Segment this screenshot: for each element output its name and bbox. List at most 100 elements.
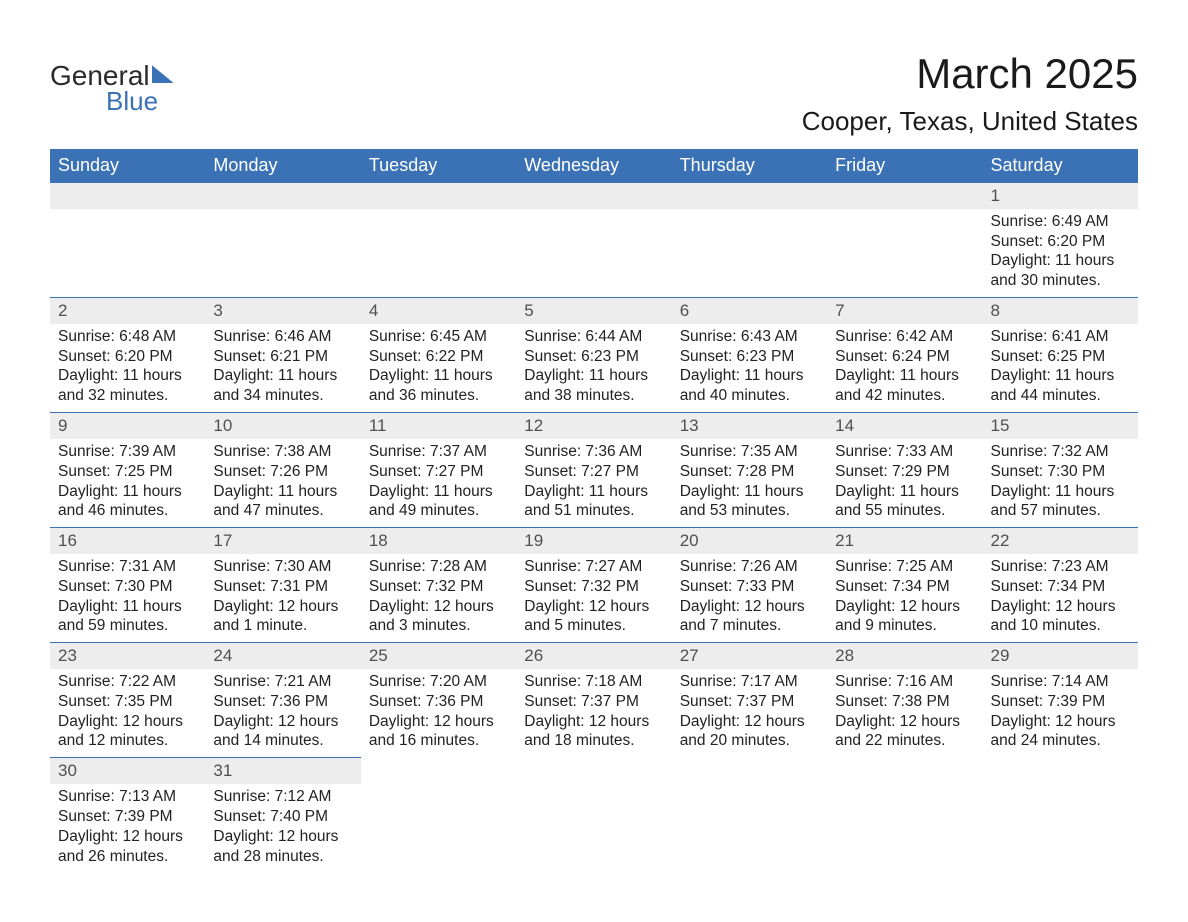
sunset: Sunset: 7:27 PM <box>524 462 663 482</box>
daylight: Daylight: 11 hours and 36 minutes. <box>369 366 508 406</box>
sunrise: Sunrise: 6:41 AM <box>991 327 1130 347</box>
daylight: Daylight: 12 hours and 9 minutes. <box>835 597 974 637</box>
day-details-cell: Sunrise: 6:41 AMSunset: 6:25 PMDaylight:… <box>983 324 1138 413</box>
page-header: General Blue March 2025 Cooper, Texas, U… <box>50 50 1138 137</box>
day-details-cell: Sunrise: 7:21 AMSunset: 7:36 PMDaylight:… <box>205 669 360 758</box>
daylight: Daylight: 12 hours and 20 minutes. <box>680 712 819 752</box>
sunrise: Sunrise: 7:36 AM <box>524 442 663 462</box>
sunrise: Sunrise: 6:49 AM <box>991 212 1130 232</box>
day-details-cell <box>827 209 982 298</box>
day-details-cell: Sunrise: 6:42 AMSunset: 6:24 PMDaylight:… <box>827 324 982 413</box>
sunrise: Sunrise: 7:25 AM <box>835 557 974 577</box>
sunset: Sunset: 7:32 PM <box>524 577 663 597</box>
day-details-cell: Sunrise: 6:45 AMSunset: 6:22 PMDaylight:… <box>361 324 516 413</box>
day-number-cell <box>983 758 1138 784</box>
title-block: March 2025 Cooper, Texas, United States <box>802 50 1138 137</box>
day-number-cell: 24 <box>205 643 360 669</box>
daylight: Daylight: 11 hours and 42 minutes. <box>835 366 974 406</box>
day-details-cell <box>516 784 671 872</box>
day-number-cell: 19 <box>516 528 671 554</box>
day-number-row: 23242526272829 <box>50 643 1138 669</box>
day-details-cell: Sunrise: 7:32 AMSunset: 7:30 PMDaylight:… <box>983 439 1138 528</box>
sunrise: Sunrise: 7:32 AM <box>991 442 1130 462</box>
daylight: Daylight: 11 hours and 46 minutes. <box>58 482 197 522</box>
day-details-cell: Sunrise: 7:39 AMSunset: 7:25 PMDaylight:… <box>50 439 205 528</box>
sunset: Sunset: 6:21 PM <box>213 347 352 367</box>
day-details-row: Sunrise: 6:49 AMSunset: 6:20 PMDaylight:… <box>50 209 1138 298</box>
sunrise: Sunrise: 7:20 AM <box>369 672 508 692</box>
day-number-cell: 20 <box>672 528 827 554</box>
sunrise: Sunrise: 7:33 AM <box>835 442 974 462</box>
weekday-header: Saturday <box>983 149 1138 183</box>
day-details-cell <box>827 784 982 872</box>
sunset: Sunset: 7:37 PM <box>680 692 819 712</box>
day-number-cell: 16 <box>50 528 205 554</box>
day-number-row: 2345678 <box>50 298 1138 324</box>
daylight: Daylight: 12 hours and 24 minutes. <box>991 712 1130 752</box>
day-details-cell: Sunrise: 7:22 AMSunset: 7:35 PMDaylight:… <box>50 669 205 758</box>
daylight: Daylight: 12 hours and 14 minutes. <box>213 712 352 752</box>
daylight: Daylight: 11 hours and 32 minutes. <box>58 366 197 406</box>
day-details-cell: Sunrise: 7:33 AMSunset: 7:29 PMDaylight:… <box>827 439 982 528</box>
day-details-cell: Sunrise: 7:13 AMSunset: 7:39 PMDaylight:… <box>50 784 205 872</box>
day-details-cell: Sunrise: 7:16 AMSunset: 7:38 PMDaylight:… <box>827 669 982 758</box>
daylight: Daylight: 12 hours and 28 minutes. <box>213 827 352 867</box>
sunrise: Sunrise: 7:38 AM <box>213 442 352 462</box>
day-number-cell: 15 <box>983 413 1138 439</box>
day-number-cell <box>672 183 827 209</box>
day-number-cell: 6 <box>672 298 827 324</box>
sunset: Sunset: 7:29 PM <box>835 462 974 482</box>
daylight: Daylight: 12 hours and 1 minute. <box>213 597 352 637</box>
sunset: Sunset: 6:23 PM <box>680 347 819 367</box>
day-number-cell: 31 <box>205 758 360 784</box>
day-details-cell <box>983 784 1138 872</box>
day-details-cell: Sunrise: 7:37 AMSunset: 7:27 PMDaylight:… <box>361 439 516 528</box>
weekday-header: Thursday <box>672 149 827 183</box>
sunset: Sunset: 7:32 PM <box>369 577 508 597</box>
day-number-cell <box>50 183 205 209</box>
daylight: Daylight: 11 hours and 51 minutes. <box>524 482 663 522</box>
day-number-cell: 25 <box>361 643 516 669</box>
logo: General Blue <box>50 60 174 117</box>
day-details-cell: Sunrise: 7:23 AMSunset: 7:34 PMDaylight:… <box>983 554 1138 643</box>
sunrise: Sunrise: 7:35 AM <box>680 442 819 462</box>
day-details-cell: Sunrise: 7:38 AMSunset: 7:26 PMDaylight:… <box>205 439 360 528</box>
day-details-cell: Sunrise: 7:28 AMSunset: 7:32 PMDaylight:… <box>361 554 516 643</box>
day-number-cell: 18 <box>361 528 516 554</box>
day-details-row: Sunrise: 6:48 AMSunset: 6:20 PMDaylight:… <box>50 324 1138 413</box>
sunset: Sunset: 7:30 PM <box>991 462 1130 482</box>
day-number-cell: 21 <box>827 528 982 554</box>
day-details-row: Sunrise: 7:22 AMSunset: 7:35 PMDaylight:… <box>50 669 1138 758</box>
daylight: Daylight: 12 hours and 7 minutes. <box>680 597 819 637</box>
day-details-cell: Sunrise: 7:26 AMSunset: 7:33 PMDaylight:… <box>672 554 827 643</box>
sunrise: Sunrise: 6:48 AM <box>58 327 197 347</box>
sunrise: Sunrise: 7:30 AM <box>213 557 352 577</box>
sunset: Sunset: 6:20 PM <box>58 347 197 367</box>
day-number-cell: 27 <box>672 643 827 669</box>
sunset: Sunset: 7:31 PM <box>213 577 352 597</box>
day-number-cell <box>361 758 516 784</box>
sunrise: Sunrise: 7:13 AM <box>58 787 197 807</box>
day-number-cell <box>516 183 671 209</box>
calendar-table: SundayMondayTuesdayWednesdayThursdayFrid… <box>50 149 1138 872</box>
sunset: Sunset: 7:38 PM <box>835 692 974 712</box>
day-number-cell: 5 <box>516 298 671 324</box>
sunrise: Sunrise: 7:37 AM <box>369 442 508 462</box>
sunrise: Sunrise: 7:28 AM <box>369 557 508 577</box>
daylight: Daylight: 12 hours and 18 minutes. <box>524 712 663 752</box>
sunset: Sunset: 7:37 PM <box>524 692 663 712</box>
weekday-header: Wednesday <box>516 149 671 183</box>
day-details-cell <box>205 209 360 298</box>
sunrise: Sunrise: 7:22 AM <box>58 672 197 692</box>
day-details-row: Sunrise: 7:13 AMSunset: 7:39 PMDaylight:… <box>50 784 1138 872</box>
sunrise: Sunrise: 7:27 AM <box>524 557 663 577</box>
sunset: Sunset: 7:30 PM <box>58 577 197 597</box>
day-details-cell: Sunrise: 7:35 AMSunset: 7:28 PMDaylight:… <box>672 439 827 528</box>
sunrise: Sunrise: 6:44 AM <box>524 327 663 347</box>
day-details-cell: Sunrise: 7:14 AMSunset: 7:39 PMDaylight:… <box>983 669 1138 758</box>
sunrise: Sunrise: 6:45 AM <box>369 327 508 347</box>
sunrise: Sunrise: 7:18 AM <box>524 672 663 692</box>
day-number-cell <box>827 183 982 209</box>
day-number-cell: 28 <box>827 643 982 669</box>
day-number-cell: 10 <box>205 413 360 439</box>
